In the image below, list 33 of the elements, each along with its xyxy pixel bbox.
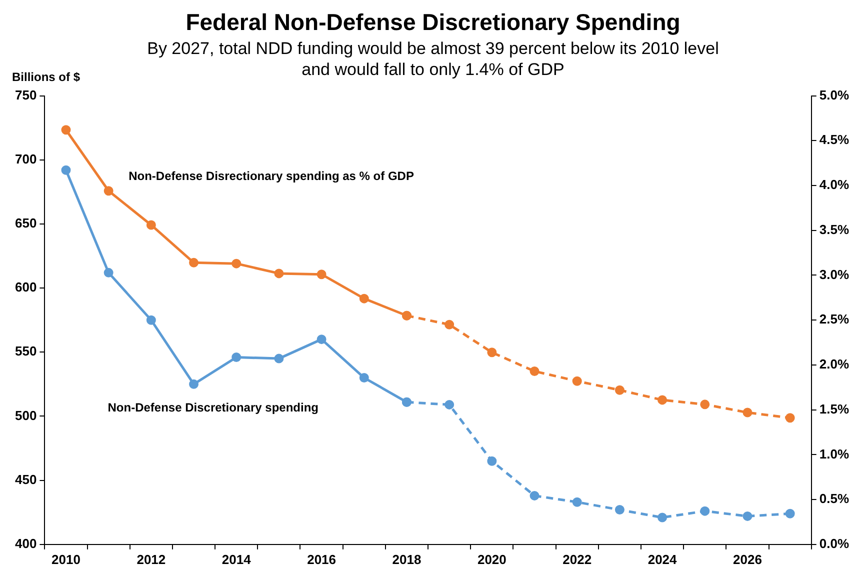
y2-tick-label: 4.0%: [819, 177, 850, 192]
text: Non-Defense Discretionary spending: [108, 400, 318, 414]
y2-tick-label: 2.0%: [819, 356, 850, 372]
y-tick-label: 750: [14, 87, 37, 102]
y-tick-label: 450: [14, 472, 37, 487]
x-tick-label: 2026: [733, 552, 762, 567]
x-tick-label: 2010: [52, 552, 80, 567]
x-tick-label: 2012: [136, 552, 166, 567]
y2-tick-label: 3.5%: [819, 222, 850, 237]
y2-tick-label: 1.5%: [819, 401, 850, 416]
y-tick-label: 700: [14, 151, 37, 166]
chart-subtitle: By 2027, total NDD funding would be almost 39 percent below its 2010 level and would fall to only 1.4% of GDP: [146, 38, 720, 80]
x-tick-label: 2024: [648, 552, 678, 567]
y-tick-label: 650: [14, 216, 37, 231]
x-tick-label: 2014: [222, 552, 252, 567]
x-tick-label: 2022: [562, 552, 592, 567]
series-label: Non-Defense Disrectionary spending as % of GDP: [128, 169, 414, 184]
y-axis-title: Billions of $: [12, 70, 80, 84]
y-tick-label: 400: [14, 536, 37, 551]
x-tick-label: 2018: [392, 552, 422, 567]
y-tick-label: 600: [14, 280, 37, 295]
y2-tick-label: 5.0%: [819, 87, 850, 102]
y2-tick-label: 1.0%: [819, 446, 850, 462]
y2-tick-label: 2.5%: [819, 312, 850, 327]
y-tick-label: 500: [14, 408, 37, 423]
y2-tick-label: 0.0%: [819, 536, 850, 551]
y2-tick-label: 0.5%: [819, 491, 850, 506]
x-tick-label: 2016: [307, 552, 336, 567]
y2-tick-label: 4.5%: [819, 132, 850, 148]
x-tick-label: 2020: [477, 552, 506, 567]
y2-tick-label: 3.0%: [819, 266, 850, 282]
y-tick-label: 550: [14, 344, 37, 359]
chart-title: Federal Non-Defense Discretionary Spending: [184, 8, 682, 36]
